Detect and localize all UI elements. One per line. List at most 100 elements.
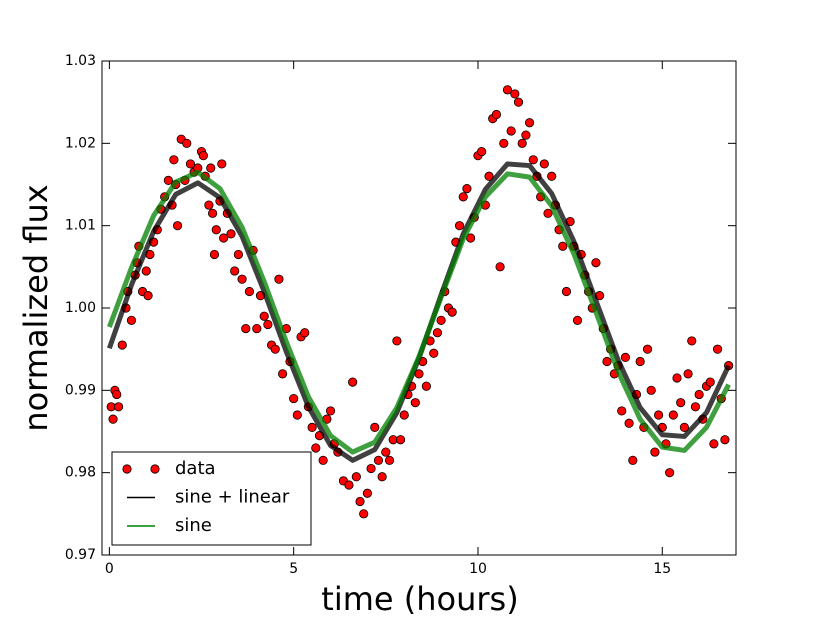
data-point <box>112 389 122 400</box>
x-tick-label: 5 <box>289 561 298 577</box>
data-point <box>447 307 457 317</box>
data-point <box>300 328 310 338</box>
legend-marker <box>150 464 160 474</box>
data-point <box>653 410 664 420</box>
data-point <box>366 463 376 474</box>
data-point <box>694 389 704 400</box>
data-point <box>591 258 601 268</box>
y-tick-label: 0.97 <box>65 547 96 563</box>
data-point <box>252 323 262 334</box>
data-point <box>381 447 391 457</box>
data-point <box>558 241 568 251</box>
data-point <box>524 118 535 128</box>
data-point <box>690 402 701 412</box>
data-point <box>395 435 406 445</box>
x-tick-label: 15 <box>653 561 671 577</box>
data-point <box>676 398 686 408</box>
data-point <box>289 393 299 404</box>
plot-area <box>106 85 734 519</box>
data-point <box>204 200 214 210</box>
data-point <box>517 138 527 148</box>
data-point <box>462 184 472 194</box>
data-point <box>429 348 439 358</box>
y-axis-label: normalized flux <box>17 184 55 431</box>
data-point <box>628 455 638 465</box>
data-point <box>143 291 153 301</box>
data-point <box>683 369 693 379</box>
data-point <box>499 138 509 148</box>
data-point <box>539 159 549 169</box>
data-point <box>436 315 446 325</box>
data-point <box>226 229 236 239</box>
data-point <box>477 146 487 157</box>
data-point <box>679 422 689 432</box>
data-point <box>410 398 420 408</box>
data-point <box>198 151 208 161</box>
data-point <box>307 422 317 432</box>
data-point <box>510 89 520 99</box>
data-point <box>292 410 302 420</box>
data-point <box>207 208 218 218</box>
data-point <box>712 344 723 354</box>
data-point <box>543 208 553 218</box>
data-point <box>705 377 715 387</box>
data-point <box>237 274 247 284</box>
y-tick-label: 0.99 <box>65 382 96 398</box>
data-point <box>117 340 127 350</box>
data-point <box>687 336 697 346</box>
data-point <box>547 171 557 181</box>
data-point <box>318 455 328 465</box>
y-tick-label: 1.00 <box>65 300 96 316</box>
model-line <box>107 161 731 463</box>
legend-marker <box>122 464 132 474</box>
data-point <box>230 266 240 276</box>
y-tick-label: 1.01 <box>65 218 96 234</box>
data-point <box>668 410 678 420</box>
data-point <box>624 418 634 428</box>
data-point <box>495 262 505 272</box>
data-point <box>344 480 354 490</box>
data-point <box>370 422 380 432</box>
data-point <box>646 385 656 395</box>
data-point <box>359 509 369 519</box>
data-point <box>458 192 468 202</box>
legend-label: sine + linear <box>175 487 290 508</box>
data-point <box>491 109 502 120</box>
data-point <box>432 328 443 338</box>
data-point <box>278 369 288 379</box>
data-point <box>274 274 284 284</box>
data-point <box>617 406 627 416</box>
legend-box <box>111 451 312 546</box>
y-tick-label: 1.03 <box>65 53 96 69</box>
data-point <box>211 225 221 235</box>
data-point <box>672 373 682 383</box>
data-point <box>206 163 216 173</box>
data-point <box>642 344 653 354</box>
data-point <box>421 381 431 391</box>
data-point <box>572 315 583 325</box>
data-point <box>720 435 730 445</box>
data-point <box>270 344 280 354</box>
legend-label: sine <box>175 515 212 536</box>
data-point <box>348 377 358 387</box>
data-point <box>182 138 192 148</box>
data-point <box>620 352 631 362</box>
data-point <box>362 488 372 498</box>
data-point <box>513 97 524 107</box>
y-tick-label: 0.98 <box>65 465 96 481</box>
data-point <box>665 468 675 478</box>
data-point <box>635 356 645 367</box>
data-point <box>233 249 243 260</box>
x-tick-label: 10 <box>469 561 487 577</box>
data-point <box>506 126 516 136</box>
data-point <box>454 221 465 231</box>
data-point <box>528 155 538 165</box>
x-axis-label: time (hours) <box>321 580 518 617</box>
y-tick-label: 1.02 <box>65 135 96 151</box>
data-point <box>172 221 183 231</box>
data-point <box>351 472 361 482</box>
data-point <box>141 266 151 276</box>
data-point <box>244 286 255 297</box>
model-line <box>107 169 731 455</box>
